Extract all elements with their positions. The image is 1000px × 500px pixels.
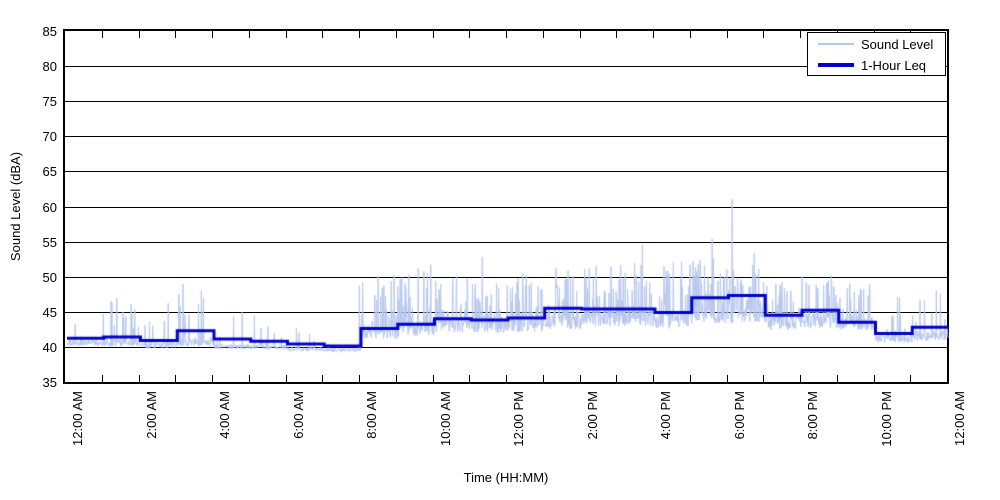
xtick-label-9: 6:00 PM [732,391,747,440]
ytick-label-60: 60 [42,200,57,215]
x-axis-title: Time (HH:MM) [463,470,549,485]
legend-entry-sound-level: Sound Level [808,33,945,55]
chart-canvas [67,33,949,384]
leq-line-sample [818,63,854,67]
legend-label-sound-level: Sound Level [861,36,934,52]
y-axis-title: Sound Level (dBA) [8,151,23,262]
xtick-label-4: 8:00 AM [364,391,379,439]
ytick-label-75: 75 [42,94,57,109]
xtick-label-6: 12:00 PM [511,391,526,447]
legend: Sound Level 1-Hour Leq [807,32,946,76]
ytick-label-80: 80 [42,59,57,74]
legend-label-leq: 1-Hour Leq [861,57,927,73]
xtick-label-2: 4:00 AM [217,391,232,439]
xtick-label-3: 6:00 AM [291,391,306,439]
xtick-label-7: 2:00 PM [585,391,600,440]
legend-entry-leq: 1-Hour Leq [808,54,945,76]
sound-level-line-sample [818,43,854,45]
xtick-label-10: 8:00 PM [805,391,820,440]
ytick-label-55: 55 [42,235,57,250]
xtick-label-5: 10:00 AM [438,391,453,446]
xtick-label-11: 10:00 PM [879,391,894,447]
xtick-label-8: 4:00 PM [658,391,673,440]
ytick-label-50: 50 [42,270,57,285]
ytick-label-65: 65 [42,164,57,179]
ytick-label-85: 85 [42,24,57,39]
ytick-label-70: 70 [42,129,57,144]
ytick-label-40: 40 [42,340,57,355]
ytick-label-35: 35 [42,375,57,390]
ytick-label-45: 45 [42,305,57,320]
xtick-label-0: 12:00 AM [70,391,85,446]
xtick-label-1: 2:00 AM [144,391,159,439]
xtick-label-12: 12:00 AM [952,391,967,446]
plot-area [63,29,949,384]
